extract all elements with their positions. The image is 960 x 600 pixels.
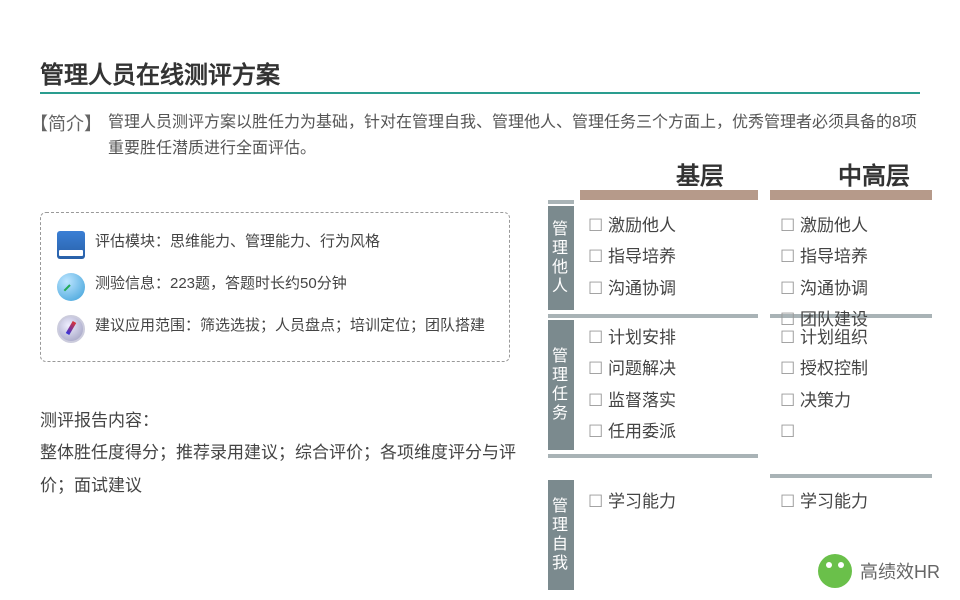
info-row-modules: 评估模块：思维能力、管理能力、行为风格	[57, 231, 493, 259]
row-label-tasks: 管理任务	[548, 320, 574, 450]
page-title: 管理人员在线测评方案	[40, 55, 280, 90]
col-header-basic: 基层	[610, 156, 790, 191]
info-row-scope: 建议应用范围：筛选选拔；人员盘点；培训定位；团队搭建	[57, 315, 493, 343]
watermark-text: 高绩效HR	[860, 558, 940, 584]
cell-r2-basic: 计划安排问题解决监督落实任用委派	[588, 322, 676, 448]
wechat-icon	[818, 554, 852, 588]
row-sep-1a	[548, 314, 758, 318]
info-test-text: 测验信息：223题，答题时长约50分钟	[95, 273, 347, 296]
intro-label: 【简介】	[30, 110, 102, 136]
title-underline	[40, 92, 920, 94]
cell-r1-senior: 激励他人指导培养沟通协调团队建设	[780, 210, 868, 336]
report-section: 测评报告内容： 整体胜任度得分；推荐录用建议；综合评价；各项维度评分与评价；面试…	[40, 405, 520, 502]
report-heading: 测评报告内容：	[40, 405, 520, 437]
intro-text: 管理人员测评方案以胜任力为基础，针对在管理自我、管理他人、管理任务三个方面上，优…	[108, 110, 928, 161]
row-sep-2a	[548, 454, 758, 458]
cell-r3-senior: 学习能力	[780, 486, 868, 517]
compass-icon	[57, 315, 85, 343]
header-bar-senior	[770, 190, 932, 200]
row-sep-2b	[770, 474, 932, 478]
book-icon	[57, 231, 85, 259]
row-label-self: 管理自我	[548, 480, 574, 590]
watermark: 高绩效HR	[818, 554, 940, 588]
report-body: 整体胜任度得分；推荐录用建议；综合评价；各项维度评分与评价；面试建议	[40, 437, 520, 502]
header-bar-basic	[580, 190, 758, 200]
cell-r3-basic: 学习能力	[588, 486, 676, 517]
row-sep-top	[548, 200, 574, 204]
info-modules-text: 评估模块：思维能力、管理能力、行为风格	[95, 231, 380, 254]
info-row-test: 测验信息：223题，答题时长约50分钟	[57, 273, 493, 301]
clock-icon	[57, 273, 85, 301]
info-box: 评估模块：思维能力、管理能力、行为风格 测验信息：223题，答题时长约50分钟 …	[40, 212, 510, 362]
info-scope-text: 建议应用范围：筛选选拔；人员盘点；培训定位；团队搭建	[95, 315, 485, 338]
row-label-others: 管理他人	[548, 206, 574, 310]
column-headers: 基层 中高层	[610, 156, 958, 191]
cell-r1-basic: 激励他人指导培养沟通协调	[588, 210, 676, 304]
cell-r2-senior: 计划组织授权控制决策力	[780, 322, 868, 448]
col-header-senior: 中高层	[790, 156, 958, 191]
